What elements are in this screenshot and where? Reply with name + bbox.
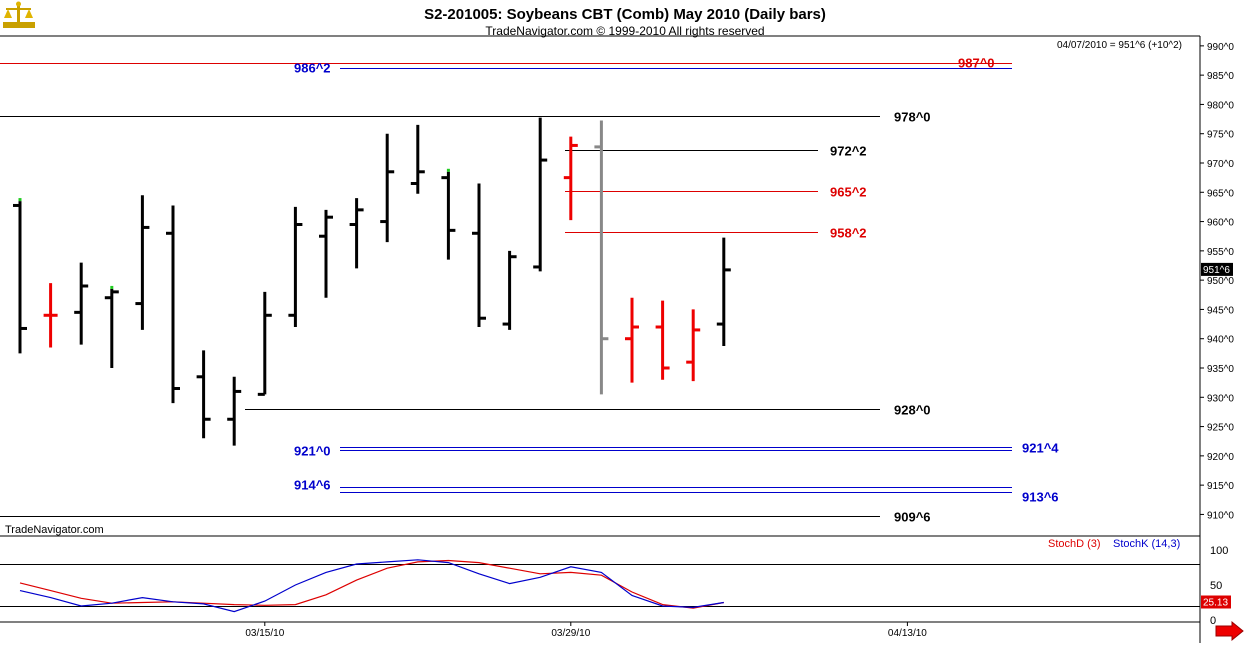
status-readout: 04/07/2010 = 951^6 (+10^2) (1057, 40, 1182, 51)
level-label: 913^6 (1022, 490, 1059, 505)
stochastic-pane: 0 50 100 (0, 545, 1228, 627)
price-tick-label: 940^0 (1207, 335, 1234, 346)
last-price-label: 951^6 (1203, 265, 1230, 276)
price-tick-label: 980^0 (1207, 100, 1234, 111)
level-label: 928^0 (894, 403, 931, 418)
ohlc-bar (472, 183, 486, 327)
stoch-series-line (19, 559, 724, 609)
ohlc-bar (43, 283, 58, 348)
ohlc-bar (502, 250, 517, 330)
ohlc-bar (533, 117, 548, 272)
ohlc-bar (166, 205, 180, 404)
price-tick-label: 915^0 (1207, 481, 1234, 492)
ohlc-bar (74, 262, 89, 345)
ohlc-bar (380, 133, 395, 243)
ohlc-bar (686, 309, 701, 382)
price-axis: 910^0 915^0 920^0 925^0 930^0 935^0 940^0 945^0… (1200, 42, 1234, 521)
ohlc-bars (13, 117, 731, 446)
level-label: 987^0 (958, 56, 995, 71)
ohlc-bar (594, 120, 609, 395)
ohlc-bar (319, 209, 333, 298)
date-tick-label: 03/15/10 (245, 628, 284, 639)
date-axis: 03/15/10 03/29/10 04/13/10 (245, 622, 927, 639)
level-label: 978^0 (894, 110, 931, 125)
legend-stochd: StochD (3) (1048, 538, 1101, 550)
stoch-last-value-tag: 25.13 (1201, 595, 1231, 609)
ohlc-bar (13, 198, 27, 354)
price-tick-label: 945^0 (1207, 305, 1234, 316)
price-tick-label: 975^0 (1207, 130, 1234, 141)
level-label: 914^6 (294, 478, 331, 493)
price-tick-label: 950^0 (1207, 276, 1234, 287)
bar-marker (110, 285, 114, 289)
legend-stochk: StochK (14,3) (1113, 538, 1180, 550)
stoch-last-value-label: 25.13 (1203, 598, 1228, 609)
level-label: 986^2 (294, 61, 331, 76)
stoch-tick-label: 50 (1210, 580, 1222, 592)
ohlc-bar (196, 350, 211, 439)
level-label: 972^2 (830, 144, 867, 159)
ohlc-bar (104, 285, 119, 368)
red-arrow-right-icon[interactable] (1215, 620, 1244, 642)
stoch-tick-label: 100 (1210, 545, 1228, 557)
level-label: 909^6 (894, 510, 931, 525)
price-tick-label: 935^0 (1207, 364, 1234, 375)
price-tick-label: 955^0 (1207, 247, 1234, 258)
bar-marker (446, 168, 450, 172)
price-tick-label: 985^0 (1207, 71, 1234, 82)
copyright-text: TradeNavigator.com © 1999-2010 All right… (485, 24, 764, 38)
price-tick-label: 965^0 (1207, 188, 1234, 199)
ohlc-bar (227, 376, 242, 446)
ohlc-bar (135, 195, 150, 330)
ohlc-bar (655, 300, 670, 380)
support-resistance-levels: 987^0 986^2 978^0 972^2 965^2 958^2 928^0 921^4… (0, 56, 1059, 525)
ohlc-bar (563, 136, 578, 221)
price-tick-label: 990^0 (1207, 42, 1234, 53)
ohlc-bar (716, 237, 731, 347)
ohlc-bar (410, 124, 425, 194)
price-tick-label: 925^0 (1207, 423, 1234, 434)
price-tick-label: 970^0 (1207, 159, 1234, 170)
level-label: 958^2 (830, 226, 867, 241)
level-label: 921^4 (1022, 441, 1059, 456)
ohlc-bar (349, 198, 364, 269)
price-tick-label: 920^0 (1207, 452, 1234, 463)
level-label: 921^0 (294, 444, 331, 459)
price-tick-label: 910^0 (1207, 510, 1234, 521)
stoch-series-line (19, 559, 724, 613)
price-tick-label: 960^0 (1207, 218, 1234, 229)
last-price-tag: 951^6 (1201, 262, 1233, 276)
date-tick-label: 03/29/10 (551, 628, 590, 639)
price-tick-label: 930^0 (1207, 393, 1234, 404)
scales-logo-icon[interactable] (3, 1, 35, 29)
ohlc-bar (625, 297, 639, 383)
date-tick-label: 04/13/10 (888, 628, 927, 639)
ohlc-bar (288, 206, 303, 327)
ohlc-bar (441, 168, 456, 260)
watermark-text: TradeNavigator.com (5, 524, 104, 536)
level-label: 965^2 (830, 185, 867, 200)
ohlc-bar (257, 291, 272, 396)
stoch-tick-label: 0 (1210, 615, 1216, 627)
chart-title: S2-201005: Soybeans CBT (Comb) May 2010 … (424, 6, 826, 23)
bar-marker (18, 198, 22, 202)
